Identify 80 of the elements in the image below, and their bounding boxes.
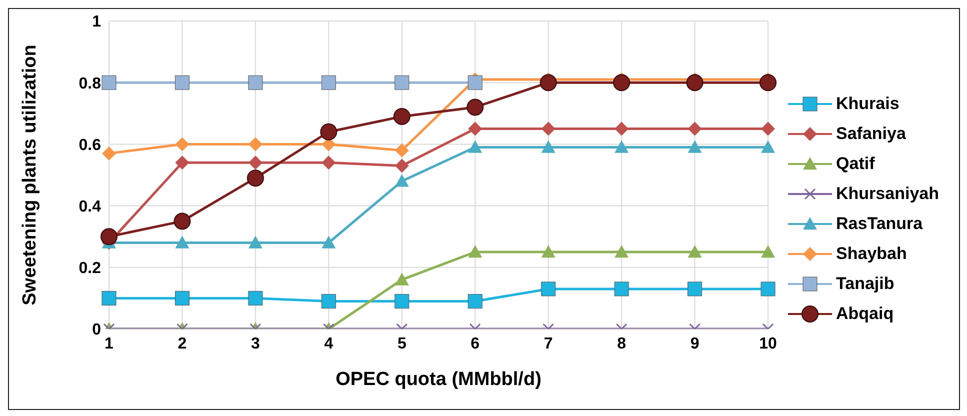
point [541, 140, 556, 153]
point [468, 245, 482, 258]
point [614, 282, 629, 296]
point [322, 156, 336, 170]
point [174, 212, 191, 230]
point [320, 123, 338, 140]
point [394, 272, 409, 286]
point [688, 245, 702, 258]
point [175, 156, 190, 170]
point [100, 228, 118, 246]
point [541, 282, 556, 296]
x-tick-label: 8 [617, 335, 626, 352]
x-tick-label: 10 [759, 335, 778, 352]
point [102, 75, 116, 90]
x-tick-label: 3 [250, 335, 260, 352]
point [322, 236, 336, 248]
point [468, 122, 482, 136]
point [468, 140, 482, 153]
point [248, 290, 263, 306]
point [761, 122, 776, 136]
point [468, 75, 482, 90]
y-tick-label: 0.6 [78, 136, 102, 154]
point [394, 143, 409, 158]
point [174, 75, 190, 90]
point [394, 75, 410, 90]
point [761, 245, 776, 258]
point [102, 290, 116, 306]
legend-label: Qatif [836, 154, 875, 174]
legend-label: Abqaiq [836, 304, 894, 324]
y-tick-label: 0.2 [78, 260, 102, 278]
y-tick-label: 0.8 [78, 75, 102, 92]
point [394, 158, 409, 173]
x-tick-label: 6 [470, 335, 480, 352]
point [688, 282, 702, 296]
point [246, 170, 264, 187]
legend-label: Shaybah [836, 244, 907, 264]
point [614, 245, 629, 258]
point [614, 140, 629, 153]
point [466, 98, 484, 116]
point [248, 75, 263, 90]
point [102, 146, 116, 160]
point [541, 122, 556, 136]
legend-label: Safaniya [836, 124, 906, 144]
x-tick-label: 2 [178, 335, 187, 352]
x-tick-label: 7 [544, 335, 553, 352]
y-axis-title: Sweetening plants utilization [20, 44, 41, 306]
point [248, 236, 262, 248]
y-tick-label: 0 [92, 322, 102, 339]
point [321, 294, 336, 309]
point [175, 236, 190, 248]
point [688, 122, 702, 136]
point [686, 74, 704, 92]
point [393, 108, 410, 125]
point [248, 156, 262, 170]
point [761, 140, 776, 153]
point [540, 74, 557, 92]
x-tick-label: 5 [397, 335, 406, 352]
x-tick-label: 9 [690, 335, 700, 352]
point [760, 282, 776, 296]
x-tick-label: 4 [324, 335, 334, 352]
legend-label: RasTanura [836, 214, 923, 234]
legend-label: Tanajib [836, 274, 894, 294]
y-tick-label: 1 [92, 14, 102, 31]
point [760, 74, 777, 92]
x-tick-label: 1 [104, 335, 114, 352]
point [394, 174, 409, 187]
point [613, 74, 630, 92]
legend-label: Khurais [836, 94, 900, 114]
point [541, 245, 556, 258]
point [394, 294, 410, 309]
point [614, 122, 629, 136]
point [468, 294, 482, 309]
point [688, 140, 702, 153]
point [174, 290, 190, 306]
legend-label: Khursaniyah [836, 184, 939, 204]
point [248, 137, 262, 152]
point [175, 137, 190, 152]
y-tick-label: 0.4 [78, 198, 102, 216]
point [321, 75, 336, 90]
x-axis-title: OPEC quota (MMbbl/d) [336, 369, 542, 390]
